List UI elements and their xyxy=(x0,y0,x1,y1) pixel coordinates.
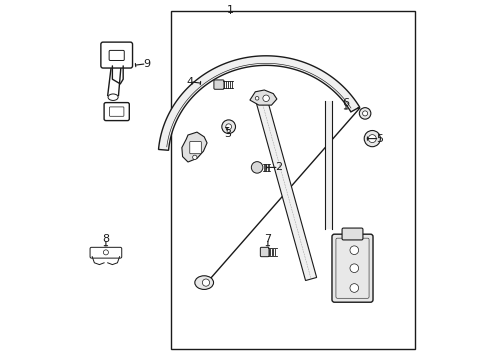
Circle shape xyxy=(192,155,197,159)
FancyBboxPatch shape xyxy=(90,247,122,258)
Circle shape xyxy=(263,95,269,102)
Text: 3: 3 xyxy=(224,129,230,139)
FancyBboxPatch shape xyxy=(260,247,268,257)
FancyBboxPatch shape xyxy=(104,103,129,121)
Circle shape xyxy=(349,264,358,273)
Circle shape xyxy=(349,284,358,292)
Text: 1: 1 xyxy=(226,5,233,15)
FancyBboxPatch shape xyxy=(109,50,124,60)
Ellipse shape xyxy=(225,124,231,130)
Text: 7: 7 xyxy=(264,234,271,244)
Circle shape xyxy=(349,246,358,255)
Ellipse shape xyxy=(359,108,370,119)
Circle shape xyxy=(202,279,209,286)
Polygon shape xyxy=(158,56,359,150)
Ellipse shape xyxy=(108,94,118,100)
Text: 9: 9 xyxy=(142,59,150,69)
Text: 8: 8 xyxy=(102,234,109,244)
Text: 5: 5 xyxy=(375,134,382,144)
Circle shape xyxy=(251,162,263,173)
FancyBboxPatch shape xyxy=(109,107,123,116)
Circle shape xyxy=(255,96,258,100)
Ellipse shape xyxy=(364,130,380,147)
Text: 6: 6 xyxy=(342,98,349,108)
Polygon shape xyxy=(249,90,276,105)
Bar xyxy=(170,11,415,349)
Text: 4: 4 xyxy=(186,77,193,87)
Ellipse shape xyxy=(367,135,375,143)
FancyBboxPatch shape xyxy=(331,234,372,302)
FancyBboxPatch shape xyxy=(101,42,132,68)
Ellipse shape xyxy=(194,276,213,289)
FancyBboxPatch shape xyxy=(189,141,201,154)
Ellipse shape xyxy=(362,111,367,116)
Ellipse shape xyxy=(222,120,235,134)
Text: 2: 2 xyxy=(275,162,282,172)
Circle shape xyxy=(103,250,108,255)
Polygon shape xyxy=(255,96,316,280)
FancyBboxPatch shape xyxy=(213,80,224,89)
Polygon shape xyxy=(182,132,206,162)
FancyBboxPatch shape xyxy=(342,228,362,240)
